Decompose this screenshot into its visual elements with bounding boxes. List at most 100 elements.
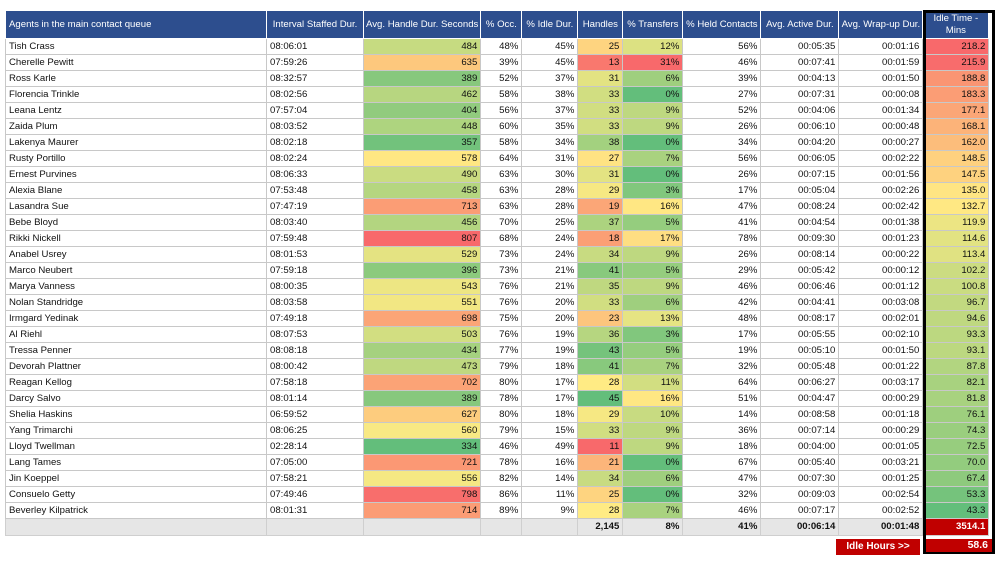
cell-idle-time[interactable]: 114.6 — [922, 230, 990, 247]
cell-transfers[interactable]: 12% — [622, 38, 684, 55]
cell-held[interactable]: 67% — [682, 454, 762, 471]
cell-idle-pct[interactable]: 18% — [521, 406, 579, 423]
cell-occ[interactable]: 79% — [480, 358, 523, 375]
cell-held[interactable]: 46% — [682, 54, 762, 71]
cell-wrap[interactable]: 00:01:34 — [838, 102, 924, 119]
table-row[interactable]: Lang Tames 07:05:00 721 78% 16% 21 0% 67% 00:05:… — [5, 454, 990, 471]
cell-handles[interactable]: 27 — [577, 150, 624, 167]
cell-handles[interactable]: 33 — [577, 86, 624, 103]
cell-handles[interactable]: 33 — [577, 422, 624, 439]
cell-active[interactable]: 00:09:03 — [760, 486, 840, 503]
cell-idle-pct[interactable]: 14% — [521, 470, 579, 487]
cell-idle-pct[interactable]: 37% — [521, 102, 579, 119]
cell-wrap[interactable]: 00:01:50 — [838, 342, 924, 359]
cell-agent-name[interactable]: Lakenya Maurer — [5, 134, 267, 151]
cell-handles[interactable]: 28 — [577, 374, 624, 391]
cell-idle-pct[interactable]: 45% — [521, 54, 579, 71]
cell-handles[interactable]: 11 — [577, 438, 624, 455]
table-row[interactable]: Ross Karle 08:32:57 389 52% 37% 31 6% 39% 00:04:… — [5, 70, 990, 87]
cell-staffed[interactable]: 08:03:52 — [266, 118, 364, 135]
cell-agent-name[interactable]: Anabel Usrey — [5, 246, 267, 263]
cell-wrap[interactable]: 00:02:26 — [838, 182, 924, 199]
cell-staffed[interactable]: 08:01:31 — [266, 502, 364, 519]
cell-held[interactable]: 47% — [682, 470, 762, 487]
header-idle-pct[interactable]: % Idle Dur. — [521, 10, 579, 39]
cell-staffed[interactable]: 08:00:35 — [266, 278, 364, 295]
cell-wrap[interactable]: 00:01:38 — [838, 214, 924, 231]
cell-wrap[interactable]: 00:02:54 — [838, 486, 924, 503]
cell-active[interactable]: 00:07:17 — [760, 502, 840, 519]
cell-wrap[interactable]: 00:01:23 — [838, 230, 924, 247]
cell-staffed[interactable]: 07:58:18 — [266, 374, 364, 391]
cell-handles[interactable]: 13 — [577, 54, 624, 71]
cell-wrap[interactable]: 00:02:42 — [838, 198, 924, 215]
cell-active[interactable]: 00:05:04 — [760, 182, 840, 199]
cell-active[interactable]: 00:05:40 — [760, 454, 840, 471]
cell-idle-time[interactable]: 67.4 — [922, 470, 990, 487]
cell-held[interactable]: 48% — [682, 310, 762, 327]
cell-handles[interactable]: 28 — [577, 502, 624, 519]
cell-active[interactable]: 00:07:30 — [760, 470, 840, 487]
cell-active[interactable]: 00:08:17 — [760, 310, 840, 327]
cell-idle-time[interactable]: 74.3 — [922, 422, 990, 439]
cell-active[interactable]: 00:07:15 — [760, 166, 840, 183]
table-row[interactable]: Rikki Nickell 07:59:48 807 68% 24% 18 17% 78% 00… — [5, 230, 990, 247]
cell-aht[interactable]: 357 — [362, 134, 482, 151]
cell-handles[interactable]: 29 — [577, 406, 624, 423]
cell-idle-pct[interactable]: 25% — [521, 214, 579, 231]
cell-occ[interactable]: 52% — [480, 70, 523, 87]
cell-transfers[interactable]: 9% — [622, 438, 684, 455]
cell-idle-pct[interactable]: 28% — [521, 182, 579, 199]
cell-aht[interactable]: 458 — [362, 182, 482, 199]
cell-transfers[interactable]: 6% — [622, 294, 684, 311]
cell-staffed[interactable]: 07:58:21 — [266, 470, 364, 487]
cell-aht[interactable]: 713 — [362, 198, 482, 215]
cell-occ[interactable]: 76% — [480, 294, 523, 311]
cell-staffed[interactable]: 08:08:18 — [266, 342, 364, 359]
cell-idle-pct[interactable]: 19% — [521, 342, 579, 359]
cell-staffed[interactable]: 08:32:57 — [266, 70, 364, 87]
cell-staffed[interactable]: 07:57:04 — [266, 102, 364, 119]
cell-aht[interactable]: 503 — [362, 326, 482, 343]
cell-idle-pct[interactable]: 19% — [521, 326, 579, 343]
cell-occ[interactable]: 64% — [480, 150, 523, 167]
cell-agent-name[interactable]: Florencia Trinkle — [5, 86, 267, 103]
cell-idle-time[interactable]: 87.8 — [922, 358, 990, 375]
cell-wrap[interactable]: 00:00:08 — [838, 86, 924, 103]
cell-handles[interactable]: 23 — [577, 310, 624, 327]
cell-staffed[interactable]: 08:03:40 — [266, 214, 364, 231]
cell-active[interactable]: 00:08:24 — [760, 198, 840, 215]
cell-transfers[interactable]: 31% — [622, 54, 684, 71]
cell-handles[interactable]: 45 — [577, 390, 624, 407]
cell-held[interactable]: 41% — [682, 214, 762, 231]
cell-aht[interactable]: 543 — [362, 278, 482, 295]
cell-occ[interactable]: 46% — [480, 438, 523, 455]
table-row[interactable]: Al Riehl 08:07:53 503 76% 19% 36 3% 17% 00:05:55… — [5, 326, 990, 343]
cell-occ[interactable]: 78% — [480, 390, 523, 407]
cell-aht[interactable]: 560 — [362, 422, 482, 439]
cell-idle-time[interactable]: 96.7 — [922, 294, 990, 311]
cell-handles[interactable]: 38 — [577, 134, 624, 151]
cell-agent-name[interactable]: Beverley Kilpatrick — [5, 502, 267, 519]
cell-aht[interactable]: 389 — [362, 70, 482, 87]
cell-idle-time[interactable]: 102.2 — [922, 262, 990, 279]
cell-active[interactable]: 00:04:20 — [760, 134, 840, 151]
cell-idle-time[interactable]: 188.8 — [922, 70, 990, 87]
cell-idle-time[interactable]: 168.1 — [922, 118, 990, 135]
cell-idle-pct[interactable]: 21% — [521, 278, 579, 295]
cell-active[interactable]: 00:04:41 — [760, 294, 840, 311]
cell-idle-time[interactable]: 94.6 — [922, 310, 990, 327]
cell-transfers[interactable]: 16% — [622, 198, 684, 215]
cell-occ[interactable]: 63% — [480, 198, 523, 215]
cell-staffed[interactable]: 08:06:33 — [266, 166, 364, 183]
table-row[interactable]: Leana Lentz 07:57:04 404 56% 37% 33 9% 52% 00:04… — [5, 102, 990, 119]
cell-handles[interactable]: 33 — [577, 102, 624, 119]
cell-active[interactable]: 00:05:55 — [760, 326, 840, 343]
cell-active[interactable]: 00:07:31 — [760, 86, 840, 103]
cell-held[interactable]: 26% — [682, 118, 762, 135]
cell-agent-name[interactable]: Rikki Nickell — [5, 230, 267, 247]
cell-aht[interactable]: 473 — [362, 358, 482, 375]
cell-occ[interactable]: 73% — [480, 262, 523, 279]
table-row[interactable]: Nolan Standridge 08:03:58 551 76% 20% 33 6% 42%… — [5, 294, 990, 311]
cell-staffed[interactable]: 08:06:01 — [266, 38, 364, 55]
